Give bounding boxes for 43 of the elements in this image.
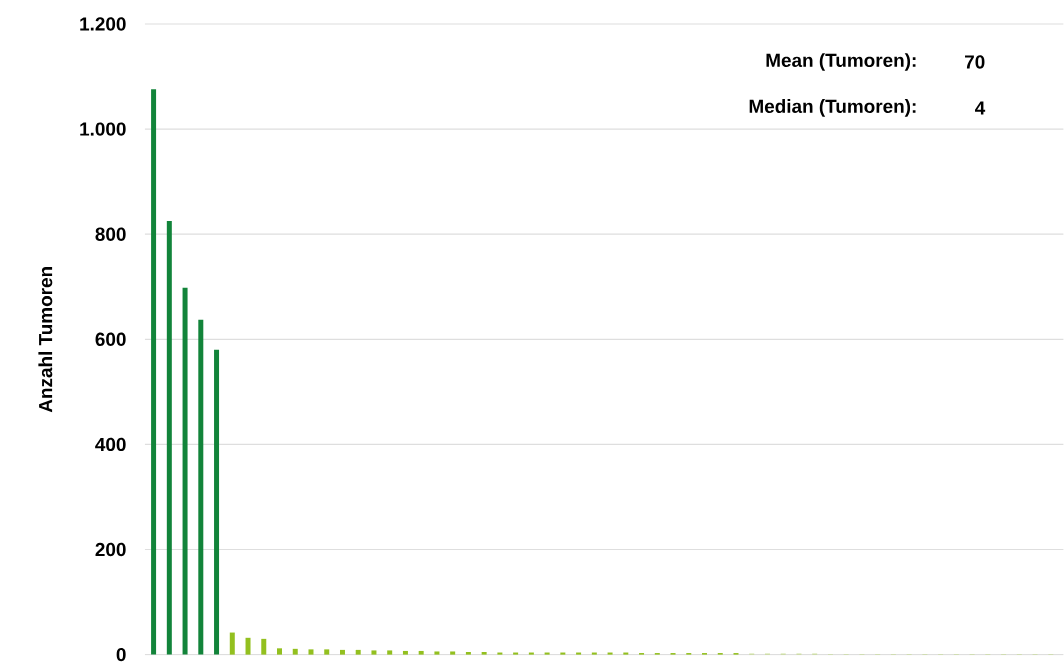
y-tick-label: 400: [95, 437, 126, 452]
bar: [151, 89, 157, 655]
bar: [229, 632, 235, 655]
bar: [497, 652, 503, 655]
bar: [450, 651, 456, 655]
bar: [544, 652, 550, 655]
bar: [214, 350, 220, 655]
y-tick-label: 1.000: [80, 122, 126, 136]
bar: [387, 650, 393, 655]
y-tick-label: 200: [95, 543, 126, 557]
bar: [623, 652, 629, 655]
bar: [308, 649, 314, 655]
bar: [607, 652, 613, 655]
bar: [339, 650, 345, 655]
bar: [481, 652, 487, 655]
annotation: Median (Tumoren):: [749, 99, 916, 117]
bar: [528, 652, 534, 655]
annotation: 4: [975, 101, 986, 115]
bar: [371, 650, 377, 655]
bar: [513, 652, 519, 655]
y-tick-label: 800: [95, 227, 126, 242]
y-tick-label: 0: [116, 648, 126, 662]
bar: [434, 651, 440, 655]
bar: [402, 651, 408, 655]
bar: [182, 287, 188, 655]
y-tick-label: 600: [95, 332, 126, 347]
bar: [198, 320, 204, 655]
bar: [560, 652, 566, 655]
bar: [576, 652, 582, 655]
bar: [245, 637, 251, 655]
bar: [292, 649, 298, 655]
annotation: 70: [965, 55, 985, 69]
bar: [418, 651, 424, 655]
bar: [591, 652, 597, 655]
annotation: Mean (Tumoren):: [766, 53, 916, 71]
y-tick-label: 1.200: [80, 17, 126, 31]
bar: [465, 652, 471, 655]
bar: [166, 221, 172, 655]
bar: [324, 649, 330, 655]
y-axis-title: Anzahl Tumoren: [38, 267, 53, 413]
bar: [261, 639, 267, 655]
bar: [277, 648, 283, 655]
bar: [355, 650, 361, 655]
